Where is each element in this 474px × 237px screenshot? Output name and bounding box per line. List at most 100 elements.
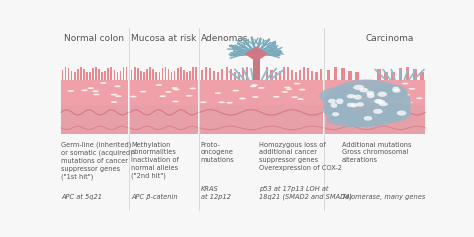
Bar [319,69,322,80]
Bar [134,67,136,80]
Ellipse shape [366,91,374,95]
Ellipse shape [319,87,363,105]
Bar [101,72,103,80]
Bar [113,70,115,80]
Bar [92,68,94,80]
Ellipse shape [173,89,180,91]
Ellipse shape [111,101,118,103]
Ellipse shape [356,102,364,107]
Bar [77,69,79,80]
Ellipse shape [331,103,337,108]
Ellipse shape [359,98,366,100]
Ellipse shape [186,95,192,97]
Bar [291,70,293,80]
Ellipse shape [377,92,387,97]
Ellipse shape [371,96,378,98]
Ellipse shape [374,99,383,103]
Bar [413,69,417,80]
Ellipse shape [81,90,88,91]
Bar [311,71,313,80]
Text: Adenomas: Adenomas [201,34,248,43]
Bar [226,67,228,80]
Ellipse shape [347,103,355,107]
Bar [299,70,301,80]
Polygon shape [245,46,268,62]
Bar [325,105,426,134]
Ellipse shape [111,94,118,96]
Bar [213,71,215,80]
Bar [229,69,232,80]
Bar [146,69,148,80]
Bar [200,105,323,134]
Bar [274,72,277,80]
Bar [86,72,88,80]
Ellipse shape [299,89,306,91]
Bar [238,72,240,80]
Ellipse shape [190,87,196,89]
Bar [205,67,207,80]
Ellipse shape [282,91,288,93]
Bar [348,71,352,80]
Bar [68,68,70,80]
Bar [108,68,109,80]
Bar [271,70,273,80]
Ellipse shape [359,88,368,92]
Bar [217,72,219,80]
Bar [195,67,197,80]
Ellipse shape [292,96,298,98]
Bar [234,72,236,80]
Ellipse shape [406,102,412,103]
Ellipse shape [155,84,162,86]
Ellipse shape [328,99,336,104]
Text: Normal colon: Normal colon [64,34,124,43]
Bar [74,72,75,80]
Text: KRAS
at 12p12: KRAS at 12p12 [201,186,231,200]
Bar [192,67,194,80]
Bar [95,67,97,80]
Ellipse shape [100,82,107,84]
Bar [155,72,157,80]
Bar [131,69,132,80]
Ellipse shape [379,102,388,106]
Ellipse shape [284,87,291,88]
Ellipse shape [219,101,225,103]
Bar [143,72,145,80]
Ellipse shape [392,87,400,91]
Ellipse shape [392,89,401,93]
Ellipse shape [327,112,378,127]
Bar [168,69,169,80]
Ellipse shape [367,93,374,98]
Bar [334,67,337,80]
Ellipse shape [397,110,406,116]
Ellipse shape [373,109,383,114]
Bar [246,67,248,80]
Ellipse shape [67,90,74,92]
Ellipse shape [350,101,356,103]
Ellipse shape [375,100,385,104]
Ellipse shape [347,94,356,98]
Ellipse shape [336,98,344,104]
Ellipse shape [416,97,423,99]
Bar [71,71,73,80]
Bar [200,80,323,105]
Ellipse shape [323,98,352,120]
Bar [104,71,106,80]
Bar [130,105,198,134]
Bar [65,67,66,80]
Ellipse shape [232,90,239,91]
Ellipse shape [374,102,411,123]
Text: Telomerase, many genes: Telomerase, many genes [342,194,426,200]
Ellipse shape [130,96,137,97]
Ellipse shape [376,94,383,96]
Bar [279,71,281,80]
Bar [123,67,124,80]
Ellipse shape [172,87,178,89]
Bar [295,72,297,80]
Bar [164,67,166,80]
Ellipse shape [159,95,166,97]
Bar [307,68,310,80]
Text: APC β-catenin: APC β-catenin [131,194,177,200]
Ellipse shape [165,91,172,93]
Bar [221,69,223,80]
Ellipse shape [409,88,415,90]
